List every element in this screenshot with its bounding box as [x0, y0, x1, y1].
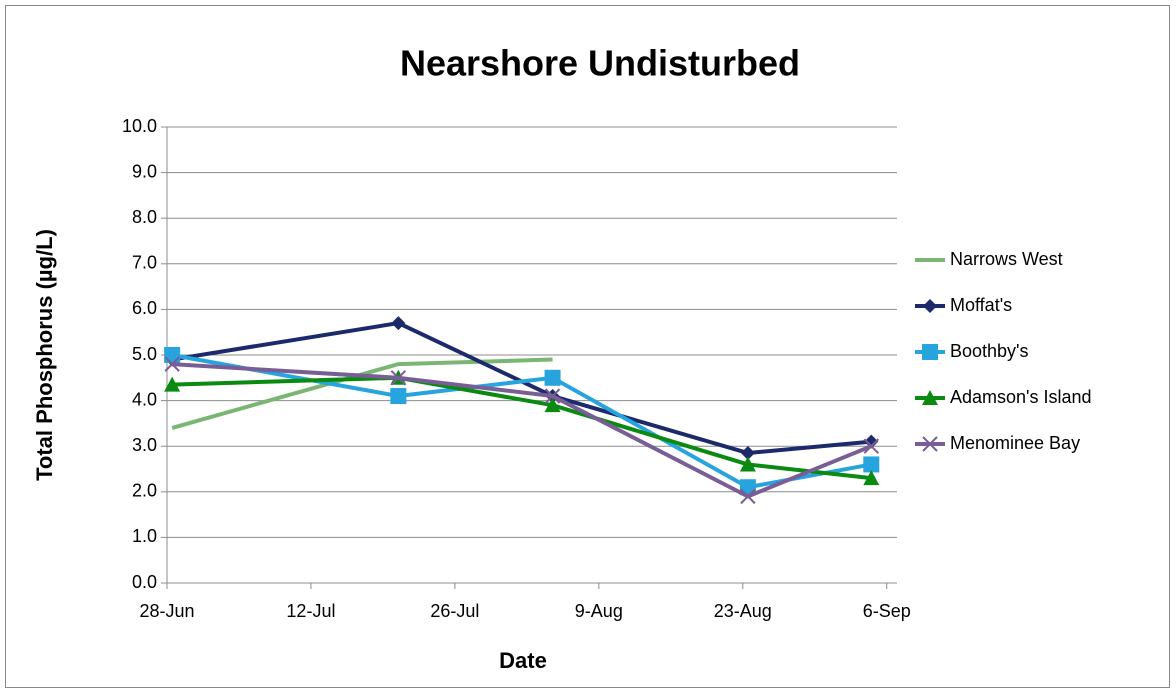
y-tick-label: 2.0 — [132, 481, 157, 501]
series-line — [171, 357, 553, 430]
chart-border — [5, 5, 1170, 688]
marker — [544, 369, 561, 386]
marker — [922, 390, 938, 405]
marker — [739, 456, 756, 472]
marker — [544, 388, 561, 404]
marker — [864, 434, 879, 449]
marker — [740, 446, 755, 461]
y-tick-label: 0.0 — [132, 572, 157, 592]
x-axis-label: Date — [499, 648, 547, 673]
x-tick-label: 9-Aug — [575, 601, 623, 621]
marker — [863, 470, 880, 486]
marker — [164, 356, 180, 372]
marker — [863, 456, 880, 473]
marker — [164, 347, 181, 363]
legend-label: Adamson's Island — [950, 387, 1092, 407]
y-tick-label: 4.0 — [132, 389, 157, 409]
marker — [544, 397, 561, 413]
y-tick-label: 7.0 — [132, 253, 157, 273]
chart-title: Nearshore Undisturbed — [400, 43, 800, 84]
y-tick-label: 5.0 — [132, 344, 157, 364]
legend-label: Boothby's — [950, 341, 1029, 361]
x-tick-label: 26-Jul — [430, 601, 479, 621]
legend-label: Menominee Bay — [950, 433, 1080, 453]
x-tick-label: 28-Jun — [139, 601, 194, 621]
legend-label: Narrows West — [950, 249, 1063, 269]
x-tick-label: 23-Aug — [714, 601, 772, 621]
y-tick-label: 10.0 — [122, 116, 157, 136]
marker — [922, 436, 938, 452]
marker — [164, 376, 181, 392]
marker — [390, 370, 407, 386]
legend-label: Moffat's — [950, 295, 1012, 315]
y-tick-label: 1.0 — [132, 526, 157, 546]
marker — [923, 299, 937, 313]
y-tick-label: 9.0 — [132, 161, 157, 181]
y-tick-label: 8.0 — [132, 207, 157, 227]
y-tick-label: 6.0 — [132, 298, 157, 318]
marker — [740, 488, 756, 505]
marker — [922, 344, 938, 360]
marker — [391, 316, 406, 331]
x-tick-label: 6-Sep — [863, 601, 911, 621]
y-axis-label: Total Phosphorus (µg/L) — [32, 229, 57, 481]
x-tick-label: 12-Jul — [286, 601, 335, 621]
marker — [390, 388, 407, 405]
marker — [863, 438, 880, 454]
y-tick-label: 3.0 — [132, 435, 157, 455]
